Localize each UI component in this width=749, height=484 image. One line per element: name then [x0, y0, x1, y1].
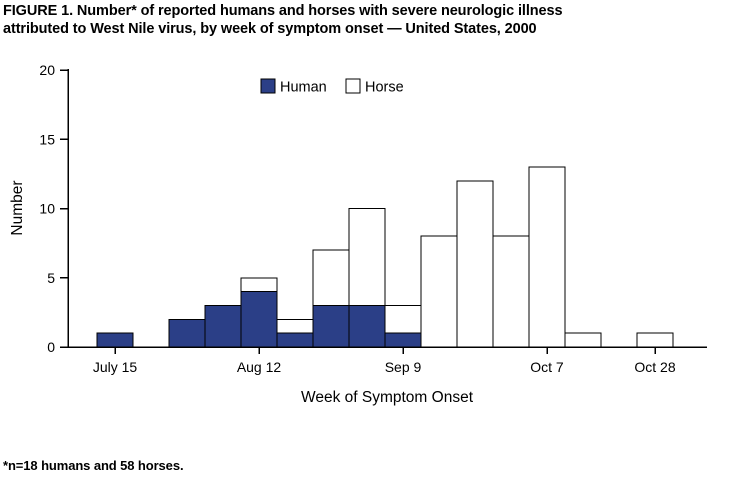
chart-legend: Human Horse: [260, 78, 404, 96]
x-tick-label-oct-28: Oct 28: [634, 359, 675, 375]
legend-swatch-human: [260, 78, 276, 94]
bar-horse-sep-30: [492, 235, 530, 348]
y-ticks-group: 0 5 10 15 20: [39, 62, 68, 355]
bar-horse-oct-7: [528, 166, 566, 348]
legend-label-horse: Horse: [365, 80, 404, 96]
y-tick-label-10: 10: [39, 201, 55, 217]
bar-horse-sep-2: [348, 208, 386, 306]
y-axis-title: Number: [9, 180, 26, 235]
bar-horse-oct-14: [564, 332, 602, 348]
bar-horse-aug-12: [240, 277, 278, 293]
x-tick-label-oct-7: Oct 7: [530, 359, 564, 375]
x-tick-label-july-15: July 15: [93, 359, 138, 375]
figure-title-line2: attributed to West Nile virus, by week o…: [3, 21, 537, 37]
bar-human-sep-9: [384, 332, 422, 348]
bar-human-july-15: [96, 332, 134, 348]
bars-group: [96, 166, 674, 348]
bar-horse-sep-9: [384, 304, 422, 334]
x-tick-label-sep-9: Sep 9: [385, 359, 422, 375]
footnote: *n=18 humans and 58 horses.: [3, 458, 184, 473]
bar-horse-sep-16: [420, 235, 458, 348]
figure-title: FIGURE 1. Number* of reported humans and…: [3, 2, 743, 38]
legend-label-human: Human: [280, 80, 327, 96]
bar-horse-sep-23: [456, 180, 494, 348]
y-tick-label-15: 15: [39, 131, 55, 147]
y-tick-label-20: 20: [39, 62, 55, 78]
bar-chart: 0 5 10 15 20 July 15 Aug 12 Sep 9 Oct 7 Oct 28 H…: [9, 62, 707, 406]
x-tick-label-aug-12: Aug 12: [237, 359, 282, 375]
y-tick-label-5: 5: [47, 270, 55, 286]
figure-title-line1: FIGURE 1. Number* of reported humans and…: [3, 3, 563, 19]
bar-human-aug-26: [312, 304, 350, 348]
bar-horse-aug-19: [276, 318, 314, 334]
bar-human-july-29: [168, 318, 206, 348]
bar-human-aug-12: [240, 291, 278, 348]
bar-horse-aug-26: [312, 249, 350, 306]
x-ticks-group: July 15 Aug 12 Sep 9 Oct 7 Oct 28: [93, 347, 676, 375]
bar-horse-oct-28: [636, 332, 674, 348]
bar-human-aug-5: [204, 304, 242, 348]
bar-human-sep-2: [348, 304, 386, 348]
y-tick-label-0: 0: [47, 339, 55, 355]
x-axis-title: Week of Symptom Onset: [301, 389, 474, 406]
bar-human-aug-19: [276, 332, 314, 348]
legend-swatch-horse: [345, 78, 361, 94]
